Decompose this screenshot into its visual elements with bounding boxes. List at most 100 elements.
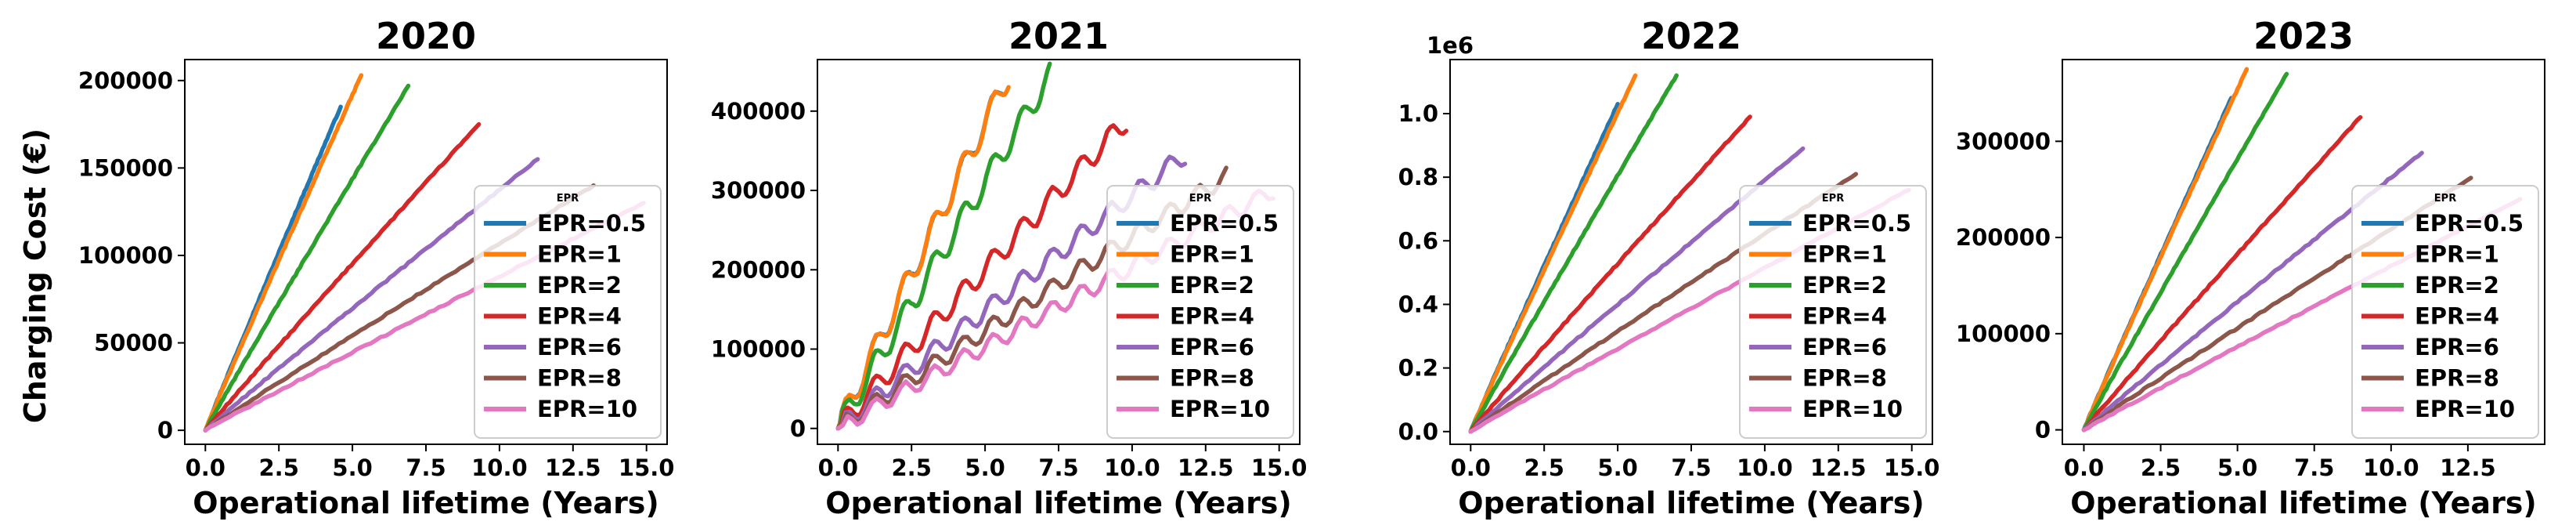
y-tick-label: 1.0: [1398, 100, 1438, 127]
series-line-EPR=1: [1468, 73, 1638, 434]
legend-entry: EPR=4: [2415, 303, 2499, 330]
x-tick-label: 15.0: [1251, 454, 1308, 481]
series-line-EPR=4: [835, 123, 1129, 431]
y-tick-label: 100000: [78, 242, 173, 269]
chart-panel-2020: 2020 Operational lifetime (Years) 0.0 2.5 5.…: [78, 15, 675, 520]
series-line-EPR=1: [2081, 67, 2249, 433]
legend-entry: EPR=4: [1170, 303, 1254, 330]
legend-entry: EPR=6: [1802, 334, 1887, 360]
chart-title: 2022: [1641, 15, 1741, 57]
plot-frame: [2062, 59, 2545, 445]
legend: EPR EPR=0.5 EPR=1 EPR=2 EPR=4 EPR=6 EPR=8 EPR=1…: [2351, 185, 2539, 439]
legend-box: [2351, 185, 2539, 439]
y-tick-label: 100000: [1956, 320, 2051, 347]
x-tick-label: 12.5: [2440, 454, 2496, 481]
legend-entry: EPR=1: [537, 241, 622, 268]
x-axis-label: Operational lifetime (Years): [825, 486, 1292, 520]
axis-offset-label: 1e6: [1427, 32, 1474, 59]
chart-panel-2022: 2022 Operational lifetime (Years) 0.0 2.5 5.…: [1398, 15, 1940, 520]
x-tick-label: 12.5: [1178, 454, 1234, 481]
legend-title: EPR: [557, 193, 579, 205]
x-axis-label: Operational lifetime (Years): [1458, 486, 1925, 520]
chart-title: 2023: [2253, 15, 2354, 57]
legend-entry: EPR=2: [1170, 272, 1254, 299]
legend-box: [474, 185, 662, 439]
x-tick-label: 5.0: [965, 454, 1005, 481]
series-line-EPR=2: [203, 83, 411, 433]
series-line-EPR=2: [1468, 73, 1679, 434]
y-tick-label: 50000: [94, 330, 173, 357]
legend-entry: EPR=6: [537, 334, 622, 360]
chart-title: 2021: [1008, 15, 1109, 57]
y-tick-label: 200000: [1956, 224, 2051, 251]
series-line-EPR=2: [835, 61, 1052, 431]
legend-entry: EPR=8: [537, 365, 622, 392]
legend: EPR EPR=0.5 EPR=1 EPR=2 EPR=4 EPR=6 EPR=8 EPR=1…: [1106, 185, 1294, 439]
x-tick-label: 10.0: [471, 454, 528, 481]
x-tick-label: 10.0: [1737, 454, 1793, 481]
legend-entry: EPR=1: [1802, 241, 1887, 268]
x-tick-label: 5.0: [1597, 454, 1637, 481]
x-tick-label: 5.0: [2217, 454, 2257, 481]
x-tick-label: 2.5: [1524, 454, 1564, 481]
series-line-EPR=2: [2081, 71, 2289, 433]
legend-entry: EPR=0.5: [537, 210, 646, 237]
x-tick-label: 0.0: [186, 454, 225, 481]
legend-entry: EPR=6: [2415, 334, 2499, 360]
x-tick-label: 12.5: [545, 454, 601, 481]
x-tick-label: 7.5: [406, 454, 446, 481]
chart-title: 2020: [376, 15, 476, 57]
legend-entry: EPR=8: [2415, 365, 2499, 392]
legend-title: EPR: [1189, 193, 1211, 205]
y-axis-label: Charging Cost (€): [18, 129, 52, 423]
legend-entry: EPR=1: [1170, 241, 1254, 268]
x-axis-label: Operational lifetime (Years): [193, 486, 659, 520]
x-tick-label: 2.5: [2141, 454, 2181, 481]
x-axis-label: Operational lifetime (Years): [2070, 486, 2537, 520]
chart-panel-2021: 2021 Operational lifetime (Years) 0.0 2.5 5.…: [711, 15, 1308, 520]
legend-entry: EPR=10: [1802, 396, 1903, 422]
legend: EPR EPR=0.5 EPR=1 EPR=2 EPR=4 EPR=6 EPR=8 EPR=1…: [1739, 185, 1927, 439]
legend-entry: EPR=1: [2415, 241, 2499, 268]
y-tick-label: 400000: [711, 98, 806, 125]
y-tick-label: 0.0: [1398, 418, 1438, 445]
legend-title: EPR: [2434, 193, 2456, 205]
x-tick-label: 5.0: [332, 454, 372, 481]
y-tick-label: 0: [790, 415, 806, 442]
y-tick-label: 0.2: [1398, 355, 1438, 382]
legend-entry: EPR=4: [537, 303, 622, 330]
series-line-EPR=4: [2081, 114, 2363, 433]
x-tick-label: 7.5: [1671, 454, 1711, 481]
legend-entry: EPR=10: [2415, 396, 2515, 422]
x-tick-label: 7.5: [1038, 454, 1078, 481]
y-tick-label: 300000: [711, 177, 806, 204]
legend-box: [1739, 185, 1927, 439]
legend: EPR EPR=0.5 EPR=1 EPR=2 EPR=4 EPR=6 EPR=8 EPR=1…: [474, 185, 662, 439]
legend-entry: EPR=6: [1170, 334, 1254, 360]
series-line-EPR=1: [835, 85, 1011, 431]
legend-entry: EPR=4: [1802, 303, 1887, 330]
y-tick-label: 200000: [711, 256, 806, 283]
x-tick-label: 15.0: [1884, 454, 1940, 481]
legend-entry: EPR=10: [537, 396, 637, 422]
chart-panel-2023: 2023 Operational lifetime (Years) 0.0 2.5 5.…: [1956, 15, 2545, 520]
series-line-EPR=1: [203, 73, 364, 433]
x-tick-label: 2.5: [892, 454, 932, 481]
y-tick-label: 0.4: [1398, 291, 1438, 317]
x-tick-label: 15.0: [619, 454, 675, 481]
legend-entry: EPR=10: [1170, 396, 1270, 422]
y-tick-label: 100000: [711, 336, 806, 363]
legend-entry: EPR=2: [1802, 272, 1887, 299]
x-tick-label: 10.0: [2363, 454, 2419, 481]
y-tick-label: 200000: [78, 67, 173, 94]
y-tick-label: 0.8: [1398, 164, 1438, 190]
x-tick-label: 0.0: [1451, 454, 1491, 481]
y-tick-label: 0: [157, 417, 173, 444]
x-tick-label: 0.0: [818, 454, 858, 481]
legend-entry: EPR=0.5: [2415, 210, 2524, 237]
y-tick-label: 0.6: [1398, 227, 1438, 254]
legend-entry: EPR=0.5: [1802, 210, 1911, 237]
series-line-EPR=4: [1468, 114, 1752, 434]
legend-box: [1106, 185, 1294, 439]
